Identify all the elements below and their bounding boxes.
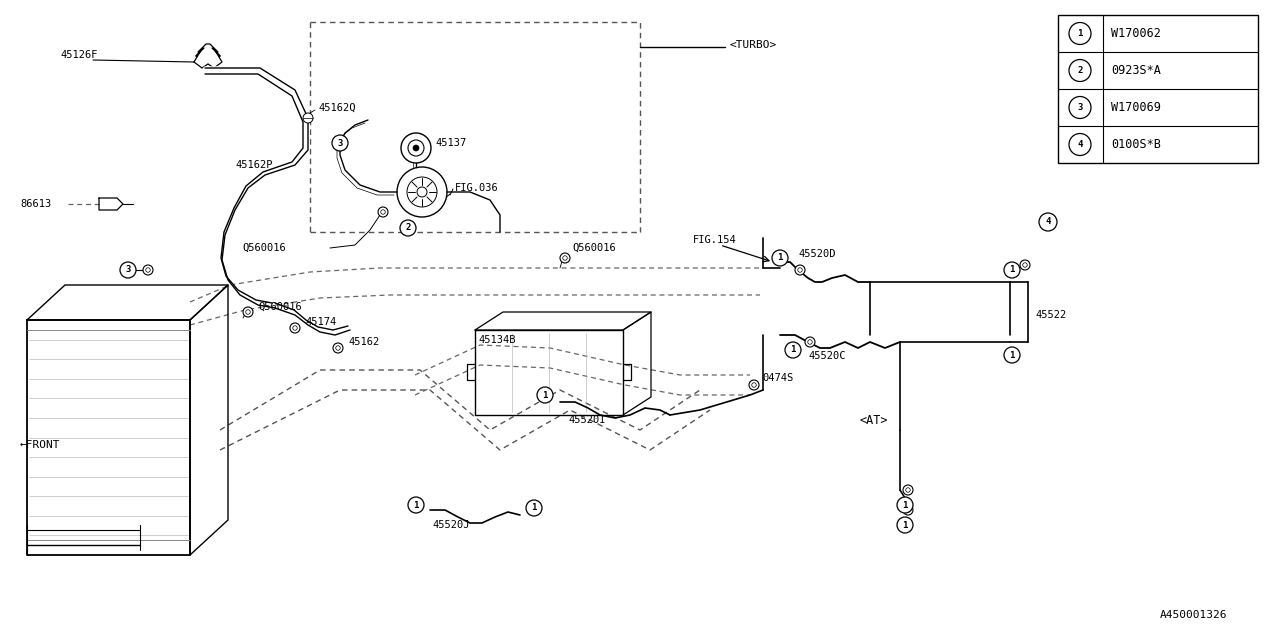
Text: <TURBO>: <TURBO>: [730, 40, 777, 50]
Text: 3: 3: [125, 266, 131, 275]
Circle shape: [902, 505, 913, 515]
Text: Q560016: Q560016: [572, 243, 616, 253]
Circle shape: [146, 268, 150, 272]
Text: FIG.036: FIG.036: [454, 183, 499, 193]
Text: 0100S*B: 0100S*B: [1111, 138, 1161, 151]
Text: 1: 1: [777, 253, 782, 262]
Circle shape: [563, 256, 567, 260]
Circle shape: [808, 340, 813, 344]
Circle shape: [408, 497, 424, 513]
Circle shape: [805, 337, 815, 347]
Circle shape: [538, 387, 553, 403]
Circle shape: [120, 262, 136, 278]
Circle shape: [906, 508, 910, 512]
Circle shape: [795, 265, 805, 275]
Text: 1: 1: [902, 500, 908, 509]
Circle shape: [333, 343, 343, 353]
Text: Q560016: Q560016: [259, 302, 302, 312]
Circle shape: [1069, 60, 1091, 81]
Circle shape: [797, 268, 803, 272]
Circle shape: [397, 167, 447, 217]
Text: ←FRONT: ←FRONT: [20, 440, 60, 450]
Text: 1: 1: [1078, 29, 1083, 38]
Text: 1: 1: [413, 500, 419, 509]
Circle shape: [902, 485, 913, 495]
Circle shape: [1069, 22, 1091, 45]
Circle shape: [143, 265, 154, 275]
Text: 1: 1: [1010, 266, 1015, 275]
Circle shape: [749, 380, 759, 390]
Text: W170069: W170069: [1111, 101, 1161, 114]
Circle shape: [417, 187, 428, 197]
Circle shape: [408, 140, 424, 156]
Text: 45520J: 45520J: [433, 520, 470, 530]
Text: 45522: 45522: [1036, 310, 1066, 320]
Text: 3: 3: [1078, 103, 1083, 112]
Circle shape: [772, 250, 788, 266]
Text: 0474S: 0474S: [762, 373, 794, 383]
Circle shape: [1004, 262, 1020, 278]
Circle shape: [303, 113, 314, 123]
Text: A450001326: A450001326: [1160, 610, 1228, 620]
Bar: [1059, 15, 1258, 163]
Text: 3: 3: [338, 138, 343, 147]
Circle shape: [1039, 213, 1057, 231]
Text: 2: 2: [406, 223, 411, 232]
Circle shape: [399, 220, 416, 236]
Text: 0923S*A: 0923S*A: [1111, 64, 1161, 77]
Text: 45134B: 45134B: [477, 335, 516, 345]
Circle shape: [401, 133, 431, 163]
Circle shape: [897, 517, 913, 533]
Circle shape: [1004, 347, 1020, 363]
Circle shape: [291, 323, 300, 333]
Circle shape: [378, 207, 388, 217]
Text: 45162Q: 45162Q: [317, 103, 356, 113]
Text: <AT>: <AT>: [860, 413, 888, 426]
Circle shape: [332, 135, 348, 151]
Text: 45520I: 45520I: [568, 415, 605, 425]
Text: 45174: 45174: [305, 317, 337, 327]
Circle shape: [526, 500, 541, 516]
Text: 1: 1: [531, 504, 536, 513]
Circle shape: [906, 488, 910, 492]
Text: 45137: 45137: [435, 138, 466, 148]
Circle shape: [1069, 97, 1091, 118]
Circle shape: [413, 145, 419, 151]
Text: 1: 1: [902, 520, 908, 529]
Circle shape: [1020, 260, 1030, 270]
Text: 2: 2: [1078, 66, 1083, 75]
Text: 1: 1: [543, 390, 548, 399]
Circle shape: [785, 342, 801, 358]
Circle shape: [243, 307, 253, 317]
Text: Q560016: Q560016: [242, 243, 285, 253]
Text: 1: 1: [790, 346, 796, 355]
Text: 1: 1: [1010, 351, 1015, 360]
Circle shape: [561, 253, 570, 263]
Text: 45126F: 45126F: [60, 50, 97, 60]
Text: 45520C: 45520C: [808, 351, 846, 361]
Text: 45162: 45162: [348, 337, 379, 347]
Text: 4: 4: [1046, 218, 1051, 227]
Circle shape: [751, 383, 756, 387]
Circle shape: [246, 310, 251, 314]
Circle shape: [1023, 263, 1028, 268]
Circle shape: [407, 177, 436, 207]
Circle shape: [293, 326, 297, 330]
Text: 4: 4: [1078, 140, 1083, 149]
Circle shape: [897, 497, 913, 513]
Text: 86613: 86613: [20, 199, 51, 209]
Text: FIG.154: FIG.154: [692, 235, 737, 245]
Circle shape: [380, 210, 385, 214]
Circle shape: [335, 346, 340, 350]
Text: 45520D: 45520D: [797, 249, 836, 259]
Circle shape: [1069, 134, 1091, 156]
Text: W170062: W170062: [1111, 27, 1161, 40]
Text: 45162P: 45162P: [236, 160, 273, 170]
